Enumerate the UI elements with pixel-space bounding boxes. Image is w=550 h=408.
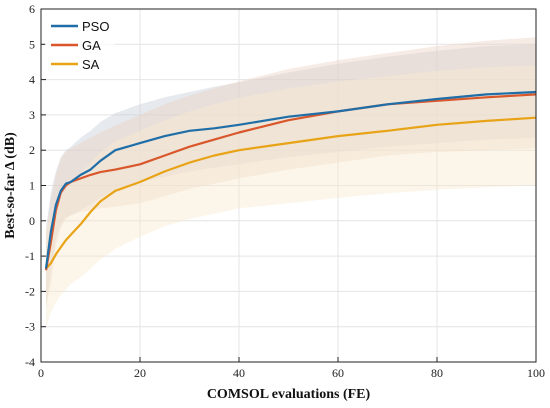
y-axis-title: Best-so-far Δ (dB) [3, 132, 18, 239]
legend-label-sa: SA [82, 57, 100, 72]
x-tick-label: 60 [332, 366, 344, 380]
confidence-bands [46, 37, 536, 327]
x-axis-title: COMSOL evaluations (FE) [207, 387, 371, 402]
band-sa [46, 65, 536, 327]
y-tick-label: -2 [25, 284, 35, 298]
x-tick-label: 100 [527, 366, 545, 380]
legend-label-pso: PSO [82, 19, 109, 34]
series-line-pso [44, 90, 537, 269]
y-tick-label: 2 [29, 143, 35, 157]
band-pso [46, 44, 536, 310]
series-line-sa [45, 116, 537, 270]
y-tick-label: -3 [25, 320, 35, 334]
legend: PSO GA SA [45, 13, 115, 73]
series-lines [44, 90, 537, 271]
x-tick-label: 40 [233, 366, 245, 380]
y-tick-label: 4 [29, 73, 35, 87]
y-tick-label: 1 [29, 179, 35, 193]
x-tick-label: 80 [431, 366, 443, 380]
x-tick-label: 0 [38, 366, 44, 380]
band-ga [46, 37, 536, 306]
y-tick-label: -1 [25, 249, 35, 263]
grid [40, 8, 537, 363]
y-tick-label: 3 [29, 108, 35, 122]
axis-ticks: 0 20 40 60 80 100 -4 -3 -2 -1 0 1 2 3 4 5 6 [25, 2, 545, 380]
y-tick-label: 5 [29, 37, 35, 51]
x-tick-label: 20 [134, 366, 146, 380]
y-tick-label: 6 [29, 2, 35, 16]
y-tick-label: -4 [25, 355, 35, 369]
y-tick-label: 0 [29, 214, 35, 228]
legend-label-ga: GA [82, 38, 101, 53]
